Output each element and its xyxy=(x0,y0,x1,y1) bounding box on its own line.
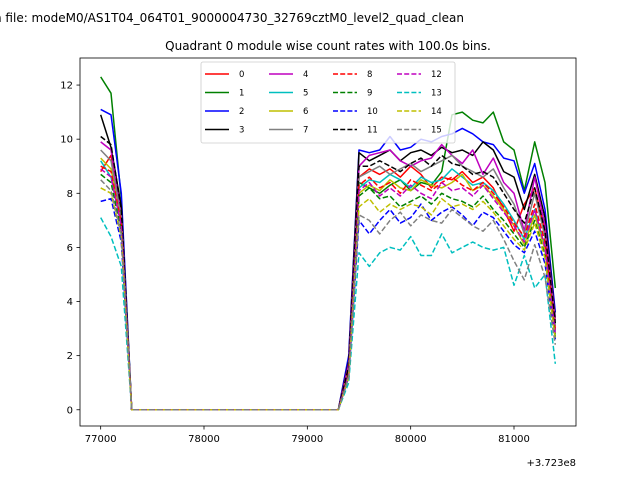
series-layer xyxy=(99,76,557,411)
x-tick-label: 77000 xyxy=(85,434,117,445)
axes-frame xyxy=(79,57,577,427)
y-tick-label: 6 xyxy=(67,243,73,254)
legend-label-11: 11 xyxy=(367,126,378,136)
legend-label-10: 10 xyxy=(367,107,378,117)
y-tick-label: 12 xyxy=(60,81,73,92)
chart-title: Quadrant 0 module wise count rates with … xyxy=(165,39,491,53)
legend-label-13: 13 xyxy=(431,89,442,99)
x-tick-label: 80000 xyxy=(395,434,427,445)
legend-label-12: 12 xyxy=(431,70,442,80)
y-tick-label: 10 xyxy=(60,135,73,146)
series-line-15 xyxy=(100,179,557,411)
x-tick-label: 81000 xyxy=(498,434,530,445)
legend-frame xyxy=(200,61,456,144)
legend-label-4: 4 xyxy=(303,70,308,80)
legend-label-5: 5 xyxy=(303,89,308,99)
x-offset-label: +3.723e8 xyxy=(526,458,576,469)
legend-label-6: 6 xyxy=(303,107,308,117)
legend-label-2: 2 xyxy=(239,107,244,117)
series-line-14 xyxy=(100,187,557,411)
figure-suptitle: n file: modeM0/AS1T04_064T01_9000004730_… xyxy=(0,11,464,25)
legend-label-3: 3 xyxy=(239,126,244,136)
legend-label-7: 7 xyxy=(303,126,308,136)
legend-label-0: 0 xyxy=(239,70,244,80)
y-tick-label: 0 xyxy=(67,405,73,416)
legend-label-15: 15 xyxy=(431,126,442,136)
legend-label-14: 14 xyxy=(431,107,442,117)
legend-label-1: 1 xyxy=(239,89,244,99)
legend-label-9: 9 xyxy=(367,89,372,99)
legend-label-8: 8 xyxy=(367,70,372,80)
y-tick-label: 8 xyxy=(67,189,73,200)
x-tick-label: 78000 xyxy=(188,434,220,445)
x-tick-label: 79000 xyxy=(291,434,323,445)
y-tick-label: 4 xyxy=(67,297,73,308)
y-tick-label: 2 xyxy=(67,351,73,362)
